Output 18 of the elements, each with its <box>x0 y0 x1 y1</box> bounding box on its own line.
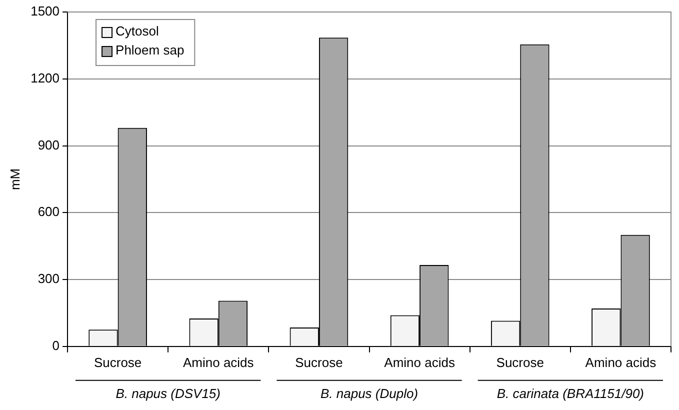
x-tick-label: Amino acids <box>182 354 254 370</box>
y-axis-title: mM <box>7 168 22 190</box>
legend-label: Cytosol <box>116 24 159 39</box>
y-tick-label: 1200 <box>30 70 60 86</box>
y-tick-label: 600 <box>38 204 60 220</box>
y-tick-label: 300 <box>38 271 60 286</box>
x-tick-label: Sucrose <box>295 354 343 370</box>
text: B. napus (Duplo) <box>320 386 418 402</box>
x-tick-label: Sucrose <box>94 354 142 370</box>
y-tick-label: 1500 <box>30 4 60 19</box>
y-tick-label: 900 <box>38 137 60 152</box>
text: B. napus (DSV15) <box>116 386 220 402</box>
text: B. carinata (BRA1151/90) <box>496 386 644 402</box>
x-tick-label: Sucrose <box>496 354 544 370</box>
x-tick-label: Amino acids <box>585 354 657 370</box>
y-tick-label: 0 <box>52 338 60 353</box>
legend-label: Phloem sap <box>116 42 184 58</box>
x-tick-label: Amino acids <box>384 354 456 370</box>
